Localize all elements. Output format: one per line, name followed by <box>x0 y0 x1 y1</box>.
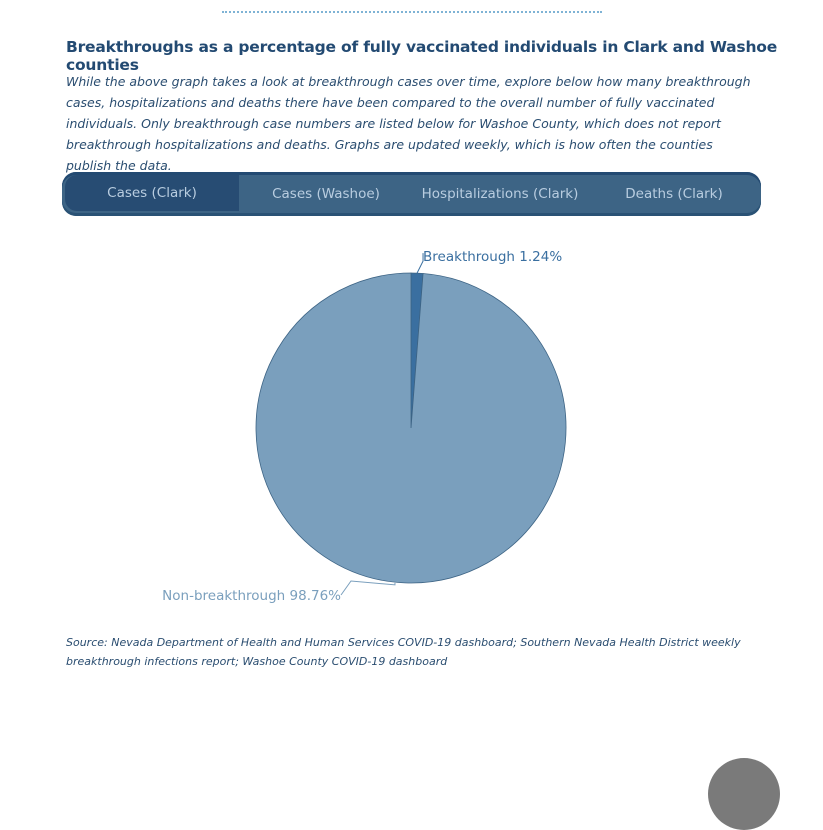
tab-cases-washoe[interactable]: Cases (Washoe) <box>272 186 380 202</box>
divider <box>222 11 602 13</box>
chart-description: While the above graph takes a look at br… <box>66 74 751 173</box>
leader-line <box>340 580 396 596</box>
tab-hospitalizations-clark[interactable]: Hospitalizations (Clark) <box>421 186 579 202</box>
chart-title: Breakthroughs as a percentage of fully v… <box>66 38 778 74</box>
tab-bar: Cases (Clark) Cases (Washoe) Hospitaliza… <box>62 172 761 216</box>
pie-slice-non-breakthrough[interactable] <box>255 272 567 584</box>
tab-cases-clark[interactable]: Cases (Clark) <box>65 175 239 211</box>
pie-chart: Breakthrough 1.24% Non-breakthrough 98.76… <box>162 249 567 604</box>
tab-deaths-clark[interactable]: Deaths (Clark) <box>625 186 723 202</box>
scroll-top-button[interactable] <box>708 758 780 830</box>
source-note: Source: Nevada Department of Health and … <box>66 636 741 668</box>
slice-label: Breakthrough 1.24% <box>423 249 562 265</box>
leader-line <box>416 253 424 274</box>
slice-label: Non-breakthrough 98.76% <box>162 588 341 604</box>
